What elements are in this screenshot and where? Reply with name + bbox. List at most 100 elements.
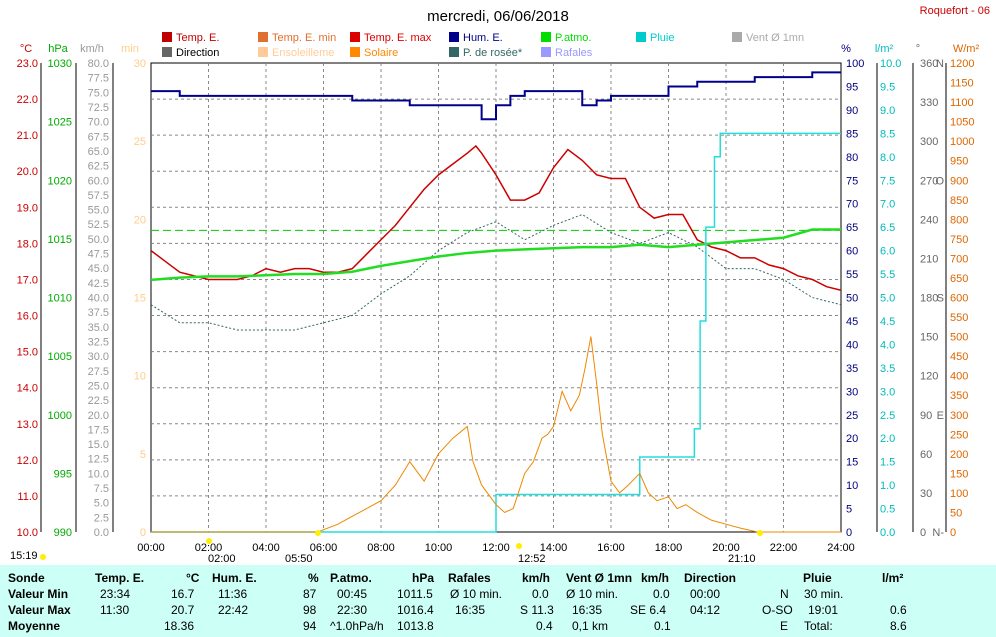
wind-tick-label: 62.5	[88, 161, 109, 173]
col-gust-unit: km/h	[522, 571, 551, 585]
row-max-gust-val: S 11.3	[520, 603, 554, 617]
solar-tick-label: 800	[950, 214, 968, 226]
rain-tick-label: 3.0	[880, 386, 895, 398]
dir-compass-label: N-	[932, 527, 944, 539]
row-max-press-time: 22:30	[337, 603, 368, 617]
row-max-temp-time: 11:30	[100, 603, 130, 617]
temp-tick-label: 19.0	[17, 202, 38, 214]
wind-tick-label: 32.5	[88, 336, 109, 348]
series-line-temp-e-	[150, 144, 842, 292]
hum-tick-label: 20	[846, 433, 858, 445]
row-min-press-val: 1011.5	[397, 587, 433, 601]
row-max-hum-time: 22:42	[218, 603, 249, 617]
hum-tick-label: 40	[846, 339, 858, 351]
wind-tick-label: 72.5	[88, 102, 109, 114]
min-tick-label: 10	[134, 371, 146, 383]
solar-tick-label: 0	[950, 527, 956, 539]
col-sonde: Sonde	[8, 571, 45, 585]
dir-tick-label: 90	[920, 410, 932, 422]
legend-swatch	[732, 32, 742, 42]
wind-tick-label: 10.0	[88, 468, 109, 480]
wind-tick-label: 2.5	[94, 512, 109, 524]
press-tick-label: 1005	[48, 351, 72, 363]
wind-tick-label: 75.0	[88, 87, 109, 99]
legend-swatch	[258, 47, 268, 57]
row-min-temp-time: 23:34	[100, 587, 131, 601]
wind-tick-label: 60.0	[88, 175, 109, 187]
col-hum: Hum. E.	[212, 571, 257, 585]
solar-tick-label: 1050	[950, 117, 974, 129]
solar-tick-label: 450	[950, 351, 968, 363]
rain-tick-label: 8.5	[880, 128, 895, 140]
press-tick-label: 1000	[48, 410, 72, 422]
col-wind: Vent Ø 1mn	[566, 571, 633, 585]
wind-tick-label: 15.0	[88, 439, 109, 451]
rain-tick-label: 10.0	[880, 58, 901, 70]
hum-tick-label: 0	[846, 527, 852, 539]
col-rain-unit: l/m²	[882, 571, 904, 585]
solar-tick-label: 950	[950, 156, 968, 168]
legend-label: Temp. E. min	[272, 32, 336, 44]
row-max-rain-time: 19:01	[808, 603, 839, 617]
row-min-dir-time: 00:00	[690, 587, 721, 601]
wind-tick-label: 5.0	[94, 498, 109, 510]
legend-swatch	[350, 32, 360, 42]
solar-tick-label: 50	[950, 507, 962, 519]
wind-tick-label: 35.0	[88, 322, 109, 334]
dir-tick-label: 120	[920, 371, 938, 383]
temp-unit: °C	[20, 43, 32, 55]
row-avg-gust-val: 0.4	[536, 619, 553, 633]
row-max-hum-val: 98	[303, 603, 317, 617]
row-max-dir-time: 04:12	[690, 603, 721, 617]
temp-tick-label: 20.0	[17, 166, 38, 178]
hum-tick-label: 5	[846, 504, 852, 516]
row-min-wind-val: 0.0	[653, 587, 670, 601]
solar-tick-label: 300	[950, 410, 968, 422]
legend-label: Pluie	[650, 32, 674, 44]
legend-swatch	[449, 47, 459, 57]
row-avg-press-time: ^1.0hPa/h	[330, 619, 384, 633]
col-press: P.atmo.	[330, 571, 372, 585]
legend-swatch	[449, 32, 459, 42]
min-tick-label: 30	[134, 58, 146, 70]
hum-unit: %	[841, 43, 851, 55]
wind-tick-label: 12.5	[88, 454, 109, 466]
solar-tick-label: 600	[950, 293, 968, 305]
rain-tick-label: 9.5	[880, 81, 895, 93]
wind-tick-label: 27.5	[88, 366, 109, 378]
x-tick-label: 12:00	[482, 542, 510, 554]
temp-tick-label: 21.0	[17, 130, 38, 142]
legend-label: Rafales	[555, 47, 593, 59]
dir-tick-label: 300	[920, 136, 938, 148]
wind-tick-label: 67.5	[88, 131, 109, 143]
hum-tick-label: 55	[846, 269, 858, 281]
dir-tick-label: 60	[920, 449, 932, 461]
hum-tick-label: 75	[846, 175, 858, 187]
min-tick-label: 20	[134, 214, 146, 226]
hum-tick-label: 25	[846, 410, 858, 422]
legend-swatch	[636, 32, 646, 42]
temp-tick-label: 18.0	[17, 238, 38, 250]
row-max-rain-val: 0.6	[890, 603, 907, 617]
solar-tick-label: 400	[950, 371, 968, 383]
press-unit: hPa	[48, 43, 68, 55]
wind-tick-label: 47.5	[88, 249, 109, 261]
min-tick-label: 5	[140, 449, 146, 461]
x-tick-label: 22:00	[770, 542, 798, 554]
x-tick-label: 02:00	[195, 542, 223, 554]
dir-compass-label: N	[936, 58, 944, 70]
hum-tick-label: 15	[846, 457, 858, 469]
rain-tick-label: 2.0	[880, 433, 895, 445]
rain-tick-label: 8.0	[880, 152, 895, 164]
solar-tick-label: 1100	[950, 97, 974, 109]
wind-tick-label: 42.5	[88, 278, 109, 290]
press-tick-label: 1025	[48, 117, 72, 129]
solar-tick-label: 550	[950, 312, 968, 324]
min-tick-label: 0	[140, 527, 146, 539]
wind-tick-label: 45.0	[88, 263, 109, 275]
temp-tick-label: 10.0	[17, 527, 38, 539]
rain-tick-label: 3.5	[880, 363, 895, 375]
row-min-gust-time: Ø 10 min.	[450, 587, 503, 601]
sun-marker	[315, 530, 321, 536]
solar-tick-label: 1200	[950, 58, 974, 70]
